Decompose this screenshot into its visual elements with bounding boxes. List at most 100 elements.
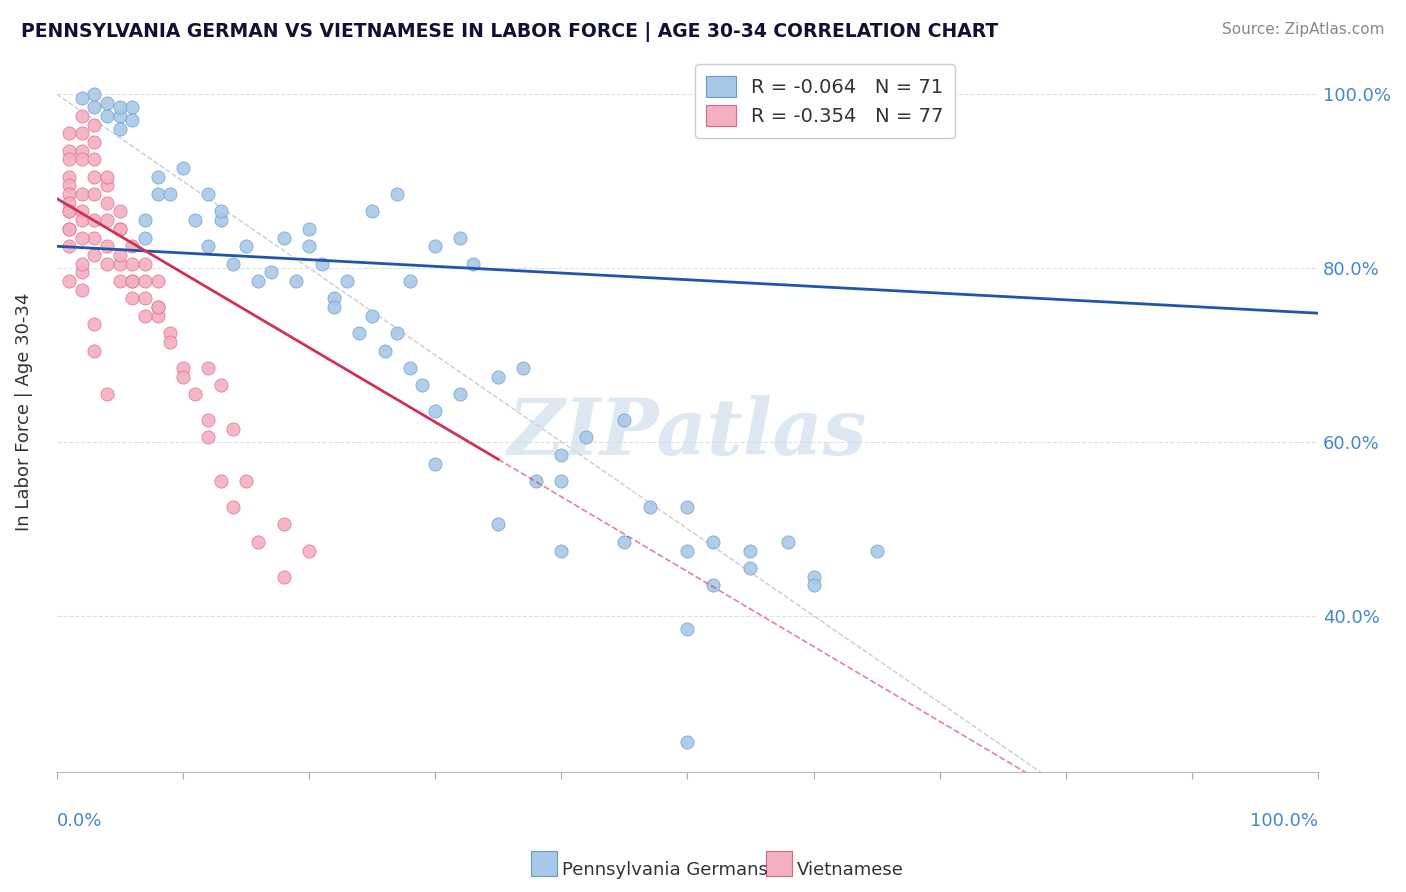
Point <box>411 378 433 392</box>
Point <box>58 222 80 236</box>
Point <box>96 169 118 184</box>
Point <box>387 326 409 341</box>
Point <box>486 517 509 532</box>
Point <box>423 404 446 418</box>
Point <box>83 87 105 102</box>
Point <box>702 534 724 549</box>
Point <box>740 543 762 558</box>
Point <box>70 213 93 227</box>
Point <box>83 213 105 227</box>
Point <box>108 222 131 236</box>
Point <box>108 257 131 271</box>
Point <box>323 300 346 314</box>
Point <box>285 274 308 288</box>
Point <box>387 187 409 202</box>
Point <box>134 309 156 323</box>
Point <box>121 292 143 306</box>
Point <box>58 195 80 210</box>
Point <box>550 543 572 558</box>
Point <box>83 169 105 184</box>
Point <box>361 309 384 323</box>
Point <box>70 204 93 219</box>
Point <box>134 292 156 306</box>
Text: 100.0%: 100.0% <box>1250 812 1319 830</box>
Point <box>247 274 270 288</box>
Point <box>209 213 232 227</box>
Point <box>83 100 105 114</box>
Point <box>423 239 446 253</box>
Point <box>146 274 169 288</box>
Point <box>83 135 105 149</box>
Point <box>361 204 384 219</box>
Point <box>70 109 93 123</box>
Text: Source: ZipAtlas.com: Source: ZipAtlas.com <box>1222 22 1385 37</box>
Point <box>108 109 131 123</box>
Point <box>676 735 699 749</box>
Point <box>108 100 131 114</box>
Point <box>524 474 547 488</box>
Point <box>197 361 219 376</box>
Point <box>96 109 118 123</box>
Point <box>146 309 169 323</box>
Point <box>512 361 534 376</box>
Point <box>374 343 396 358</box>
Point <box>311 257 333 271</box>
Point <box>83 248 105 262</box>
Point <box>70 91 93 105</box>
Point <box>197 430 219 444</box>
Point <box>613 534 636 549</box>
Point <box>83 230 105 244</box>
Point <box>676 500 699 514</box>
Point <box>865 543 887 558</box>
Point <box>58 169 80 184</box>
Point <box>298 543 321 558</box>
Text: ZIPatlas: ZIPatlas <box>508 395 868 471</box>
Point <box>247 534 270 549</box>
Point <box>323 292 346 306</box>
Point <box>96 387 118 401</box>
Point <box>58 204 80 219</box>
Text: Vietnamese: Vietnamese <box>797 861 904 879</box>
Point <box>108 248 131 262</box>
Point <box>134 213 156 227</box>
Point <box>70 283 93 297</box>
Point <box>423 457 446 471</box>
Point <box>108 222 131 236</box>
Point <box>197 187 219 202</box>
Point <box>740 561 762 575</box>
Point <box>146 300 169 314</box>
Point <box>449 230 471 244</box>
Point <box>613 413 636 427</box>
Point <box>298 239 321 253</box>
Point <box>550 448 572 462</box>
Point <box>336 274 359 288</box>
Point <box>803 578 825 592</box>
Point <box>70 153 93 167</box>
Point <box>184 387 207 401</box>
Point <box>134 230 156 244</box>
Point <box>638 500 661 514</box>
Point <box>209 474 232 488</box>
Point <box>108 204 131 219</box>
Point <box>486 369 509 384</box>
Point <box>70 265 93 279</box>
Point <box>70 230 93 244</box>
Text: Pennsylvania Germans: Pennsylvania Germans <box>562 861 768 879</box>
Point <box>58 239 80 253</box>
Point <box>159 326 181 341</box>
Text: PENNSYLVANIA GERMAN VS VIETNAMESE IN LABOR FORCE | AGE 30-34 CORRELATION CHART: PENNSYLVANIA GERMAN VS VIETNAMESE IN LAB… <box>21 22 998 42</box>
Point <box>70 144 93 158</box>
Point <box>172 361 194 376</box>
Point <box>676 622 699 636</box>
Point <box>121 274 143 288</box>
Point <box>702 578 724 592</box>
Point <box>349 326 371 341</box>
Point <box>96 257 118 271</box>
Legend: R = -0.064   N = 71, R = -0.354   N = 77: R = -0.064 N = 71, R = -0.354 N = 77 <box>695 64 955 137</box>
Point <box>96 239 118 253</box>
Point <box>70 187 93 202</box>
Point <box>58 178 80 193</box>
Point <box>449 387 471 401</box>
Point <box>134 274 156 288</box>
Point <box>121 257 143 271</box>
